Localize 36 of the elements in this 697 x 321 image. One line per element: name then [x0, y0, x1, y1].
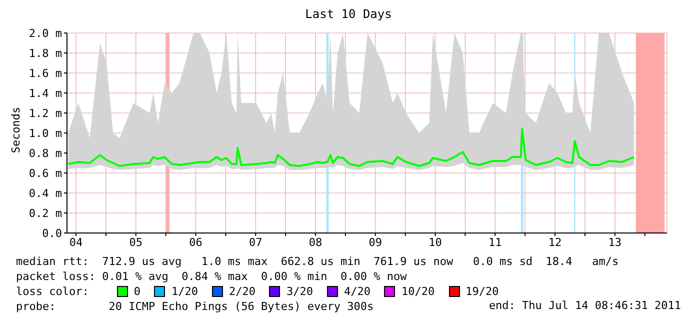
y-tick-label: 1.4 m	[28, 86, 62, 100]
line-series	[67, 128, 636, 167]
y-tick-label: 1.8 m	[28, 46, 62, 60]
legend-label: 3/20	[286, 284, 313, 299]
text: median rtt: 712.9 us avg 1.0 ms max 662.8 us min 761.9 us now 0.0 ms sd 18.4 am/s	[16, 254, 619, 269]
y-tick-label: 2.0 m	[28, 26, 62, 40]
x-tick-label: 05	[129, 236, 142, 249]
legend-label: 2/20	[228, 284, 256, 299]
legend-title: loss color:	[16, 284, 89, 299]
legend-label: 1/20	[171, 284, 198, 299]
text: packet loss: 0.01 % avg 0.84 % max 0.00 % min 0.00 % now	[16, 269, 408, 284]
y-tick-label: 0.0	[42, 226, 62, 240]
y-tick-label: 1.6 m	[28, 66, 62, 80]
x-tick-label: 11	[488, 236, 502, 249]
y-tick-label: 0.2 m	[28, 206, 62, 220]
x-tick-label: 12	[548, 236, 562, 249]
x-tick-label: 13	[608, 236, 622, 249]
text: end: Thu Jul 14 08:46:31 2011	[488, 299, 681, 312]
x-tick-label: 06	[189, 236, 202, 249]
y-axis-title: Seconds	[10, 106, 22, 154]
chart-title: Last 10 Days	[304, 7, 393, 21]
x-tick-label: 09	[368, 236, 382, 249]
x-tick-label: 04	[69, 236, 83, 249]
x-tick-label: 07	[249, 236, 262, 249]
legend-label: 19/20	[466, 284, 499, 299]
x-tick-label: 08	[308, 236, 322, 249]
y-tick-label: 0.4 m	[28, 186, 62, 200]
y-tick-label: 0.8 m	[28, 146, 62, 160]
legend-label: 0	[134, 284, 140, 299]
x-tick-label: 10	[428, 236, 442, 249]
y-tick-label: 1.2 m	[28, 106, 62, 120]
text: probe: 20 ICMP Echo Pings (56 Bytes) every 300s	[16, 300, 374, 313]
legend-label: 4/20	[344, 284, 370, 299]
legend-label: 10/20	[401, 284, 435, 299]
y-tick-label: 1.0 m	[28, 126, 62, 140]
y-tick-label: 0.6 m	[28, 166, 62, 180]
